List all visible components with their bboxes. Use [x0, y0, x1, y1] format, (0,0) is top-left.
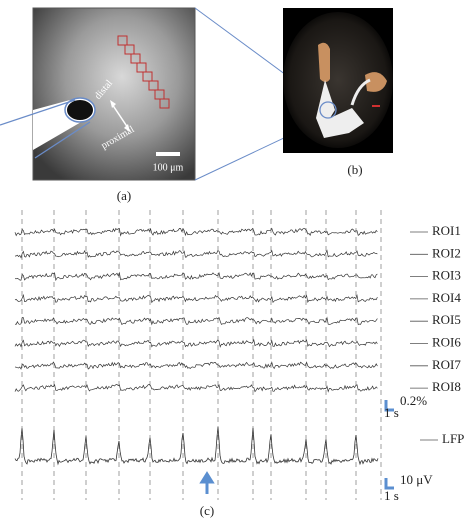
roi-trace	[14, 338, 378, 348]
lfp-label: LFP	[442, 431, 464, 446]
roi-trace	[14, 249, 378, 259]
roi-label: ROI1	[432, 223, 461, 238]
amplitude-scale: 10 μV	[400, 472, 433, 487]
time-scale: 1 s	[384, 488, 399, 503]
roi-label: ROI2	[432, 245, 461, 260]
roi-label: ROI4	[432, 290, 461, 305]
amplitude-scale: 0.2%	[400, 393, 427, 408]
roi-trace	[14, 271, 378, 282]
roi-trace	[14, 361, 378, 370]
roi-label: ROI5	[432, 312, 461, 327]
roi-trace	[14, 227, 378, 237]
time-scale: 1 s	[384, 405, 399, 420]
panel-b-image	[283, 8, 393, 153]
roi-trace	[14, 316, 378, 326]
roi-label: ROI7	[432, 357, 461, 372]
roi-trace	[14, 383, 378, 393]
roi-trace	[14, 293, 378, 304]
scale-bar-label: 100 μm	[153, 162, 184, 173]
roi-label: ROI8	[432, 379, 461, 394]
panel-label: (b)	[347, 162, 362, 177]
panel-label: (a)	[117, 188, 131, 203]
lfp-trace	[14, 427, 379, 466]
panel-label: (c)	[200, 503, 214, 518]
roi-label: ROI3	[432, 268, 461, 283]
roi-label: ROI6	[432, 334, 461, 349]
panel-a-image: distal proximal 100 μm	[0, 7, 196, 181]
